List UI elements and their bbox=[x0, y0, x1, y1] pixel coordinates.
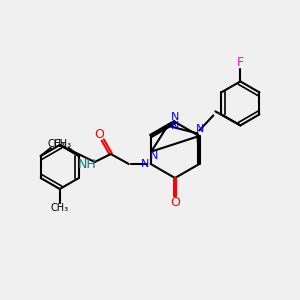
Text: N: N bbox=[141, 159, 149, 169]
Text: NH: NH bbox=[77, 158, 96, 170]
Text: N: N bbox=[170, 121, 179, 131]
Text: N: N bbox=[196, 124, 205, 134]
Text: N: N bbox=[171, 112, 179, 122]
Text: F: F bbox=[237, 56, 244, 69]
Text: N: N bbox=[150, 151, 158, 160]
Text: O: O bbox=[94, 128, 104, 142]
Text: CH₃: CH₃ bbox=[51, 203, 69, 213]
Text: O: O bbox=[170, 196, 180, 208]
Text: CH₃: CH₃ bbox=[48, 139, 66, 149]
Text: CH₃: CH₃ bbox=[54, 139, 72, 149]
